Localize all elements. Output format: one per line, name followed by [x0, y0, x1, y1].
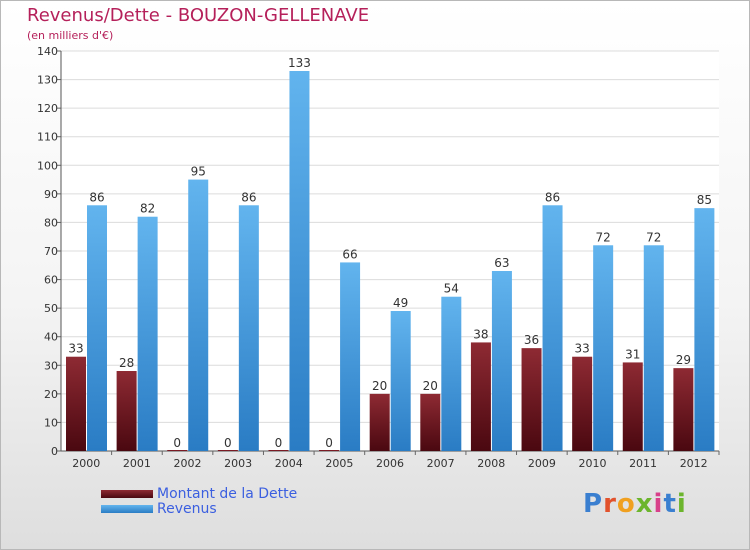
y-tick-label-0: 0 — [51, 445, 58, 458]
data-label-revenus-2007: 54 — [444, 282, 459, 296]
x-tick-label-2009: 2009 — [528, 457, 556, 470]
bar-dette-2012 — [673, 368, 694, 451]
bar-dette-2001 — [116, 371, 137, 451]
data-label-revenus-2002: 95 — [191, 165, 206, 179]
bar-dette-2010 — [572, 356, 593, 451]
x-tick-label-2010: 2010 — [578, 457, 606, 470]
data-label-dette-2008: 38 — [473, 327, 488, 341]
bar-dette-2009 — [521, 348, 542, 451]
x-tick-label-2011: 2011 — [629, 457, 657, 470]
data-label-dette-2007: 20 — [423, 379, 438, 393]
data-label-revenus-2011: 72 — [646, 230, 661, 244]
y-tick-label-120: 120 — [37, 102, 58, 115]
proxiti-logo: Proxiti — [583, 489, 687, 519]
x-tick-label-2007: 2007 — [427, 457, 455, 470]
x-tick-label-2006: 2006 — [376, 457, 404, 470]
data-label-revenus-2001: 82 — [140, 202, 155, 216]
logo-letter-0: P — [583, 489, 604, 519]
x-tick-label-2012: 2012 — [680, 457, 708, 470]
bar-revenus-2007 — [441, 296, 462, 451]
x-tick-label-2008: 2008 — [477, 457, 505, 470]
y-tick-label-100: 100 — [37, 159, 58, 172]
y-tick-label-140: 140 — [37, 45, 58, 58]
data-label-dette-2004: 0 — [275, 436, 283, 450]
y-tick-label-130: 130 — [37, 74, 58, 87]
legend-swatch-revenus — [101, 505, 153, 513]
chart-title: Revenus/Dette - BOUZON-GELLENAVE — [27, 5, 370, 26]
data-label-dette-2011: 31 — [625, 347, 640, 361]
bar-revenus-2000 — [87, 205, 107, 451]
x-tick-label-2003: 2003 — [224, 457, 252, 470]
x-tick-label-2002: 2002 — [174, 457, 202, 470]
bar-dette-2003-baseline — [217, 450, 238, 451]
data-label-revenus-2004: 133 — [288, 56, 311, 70]
legend-label-revenus: Revenus — [157, 501, 217, 517]
bar-revenus-2006 — [390, 311, 411, 451]
bar-revenus-2003 — [238, 205, 259, 451]
bar-dette-2006 — [369, 393, 390, 451]
bar-revenus-2004 — [289, 71, 310, 451]
data-label-revenus-2006: 49 — [393, 296, 408, 310]
y-tick-label-70: 70 — [44, 245, 58, 258]
y-tick-label-110: 110 — [37, 131, 58, 144]
x-tick-label-2001: 2001 — [123, 457, 151, 470]
y-tick-label-80: 80 — [44, 216, 58, 229]
logo-letter-2: o — [616, 489, 636, 519]
legend-label-dette: Montant de la Dette — [157, 486, 298, 502]
data-label-revenus-2005: 66 — [342, 247, 357, 261]
logo-letter-1: r — [603, 489, 617, 519]
data-label-dette-2005: 0 — [325, 436, 333, 450]
bar-dette-2005-baseline — [319, 450, 340, 451]
data-label-dette-2000: 33 — [68, 342, 83, 356]
data-label-dette-2006: 20 — [372, 379, 387, 393]
x-tick-label-2004: 2004 — [275, 457, 303, 470]
data-label-revenus-2008: 63 — [494, 256, 509, 270]
x-tick-label-2005: 2005 — [325, 457, 353, 470]
y-tick-label-30: 30 — [44, 359, 58, 372]
data-label-dette-2002: 0 — [173, 436, 181, 450]
y-tick-label-50: 50 — [44, 302, 58, 315]
data-label-revenus-2003: 86 — [241, 190, 256, 204]
bar-dette-2007 — [420, 393, 441, 451]
data-label-revenus-2009: 86 — [545, 190, 560, 204]
y-tick-label-20: 20 — [44, 388, 58, 401]
data-label-dette-2010: 33 — [575, 342, 590, 356]
bar-dette-2000 — [66, 356, 86, 451]
x-tick-label-2000: 2000 — [72, 457, 100, 470]
data-label-dette-2001: 28 — [119, 356, 134, 370]
data-label-dette-2009: 36 — [524, 333, 539, 347]
bar-dette-2004-baseline — [268, 450, 289, 451]
data-label-revenus-2012: 85 — [697, 193, 712, 207]
y-tick-label-40: 40 — [44, 331, 58, 344]
data-label-revenus-2010: 72 — [596, 230, 611, 244]
logo-letter-4: i — [653, 489, 664, 519]
bar-revenus-2012 — [694, 208, 715, 451]
logo-letter-6: i — [676, 489, 687, 519]
bar-revenus-2010 — [593, 245, 614, 451]
bar-revenus-2009 — [542, 205, 563, 451]
bar-revenus-2002 — [188, 179, 209, 452]
bar-revenus-2001 — [137, 216, 158, 451]
bar-dette-2008 — [470, 342, 491, 451]
bar-revenus-2005 — [340, 262, 361, 451]
logo-letter-5: t — [663, 489, 677, 519]
y-tick-label-10: 10 — [44, 416, 58, 429]
data-label-dette-2012: 29 — [676, 353, 691, 367]
logo-letter-3: x — [635, 489, 654, 519]
y-tick-label-90: 90 — [44, 188, 58, 201]
y-tick-label-60: 60 — [44, 274, 58, 287]
chart-subtitle: (en milliers d'€) — [27, 29, 114, 42]
bar-revenus-2008 — [491, 271, 512, 451]
data-label-dette-2003: 0 — [224, 436, 232, 450]
bar-dette-2011 — [622, 362, 643, 451]
bar-dette-2002-baseline — [167, 450, 188, 451]
legend-swatch-dette — [101, 490, 153, 498]
bar-revenus-2011 — [643, 245, 664, 451]
data-label-revenus-2000: 86 — [89, 190, 104, 204]
